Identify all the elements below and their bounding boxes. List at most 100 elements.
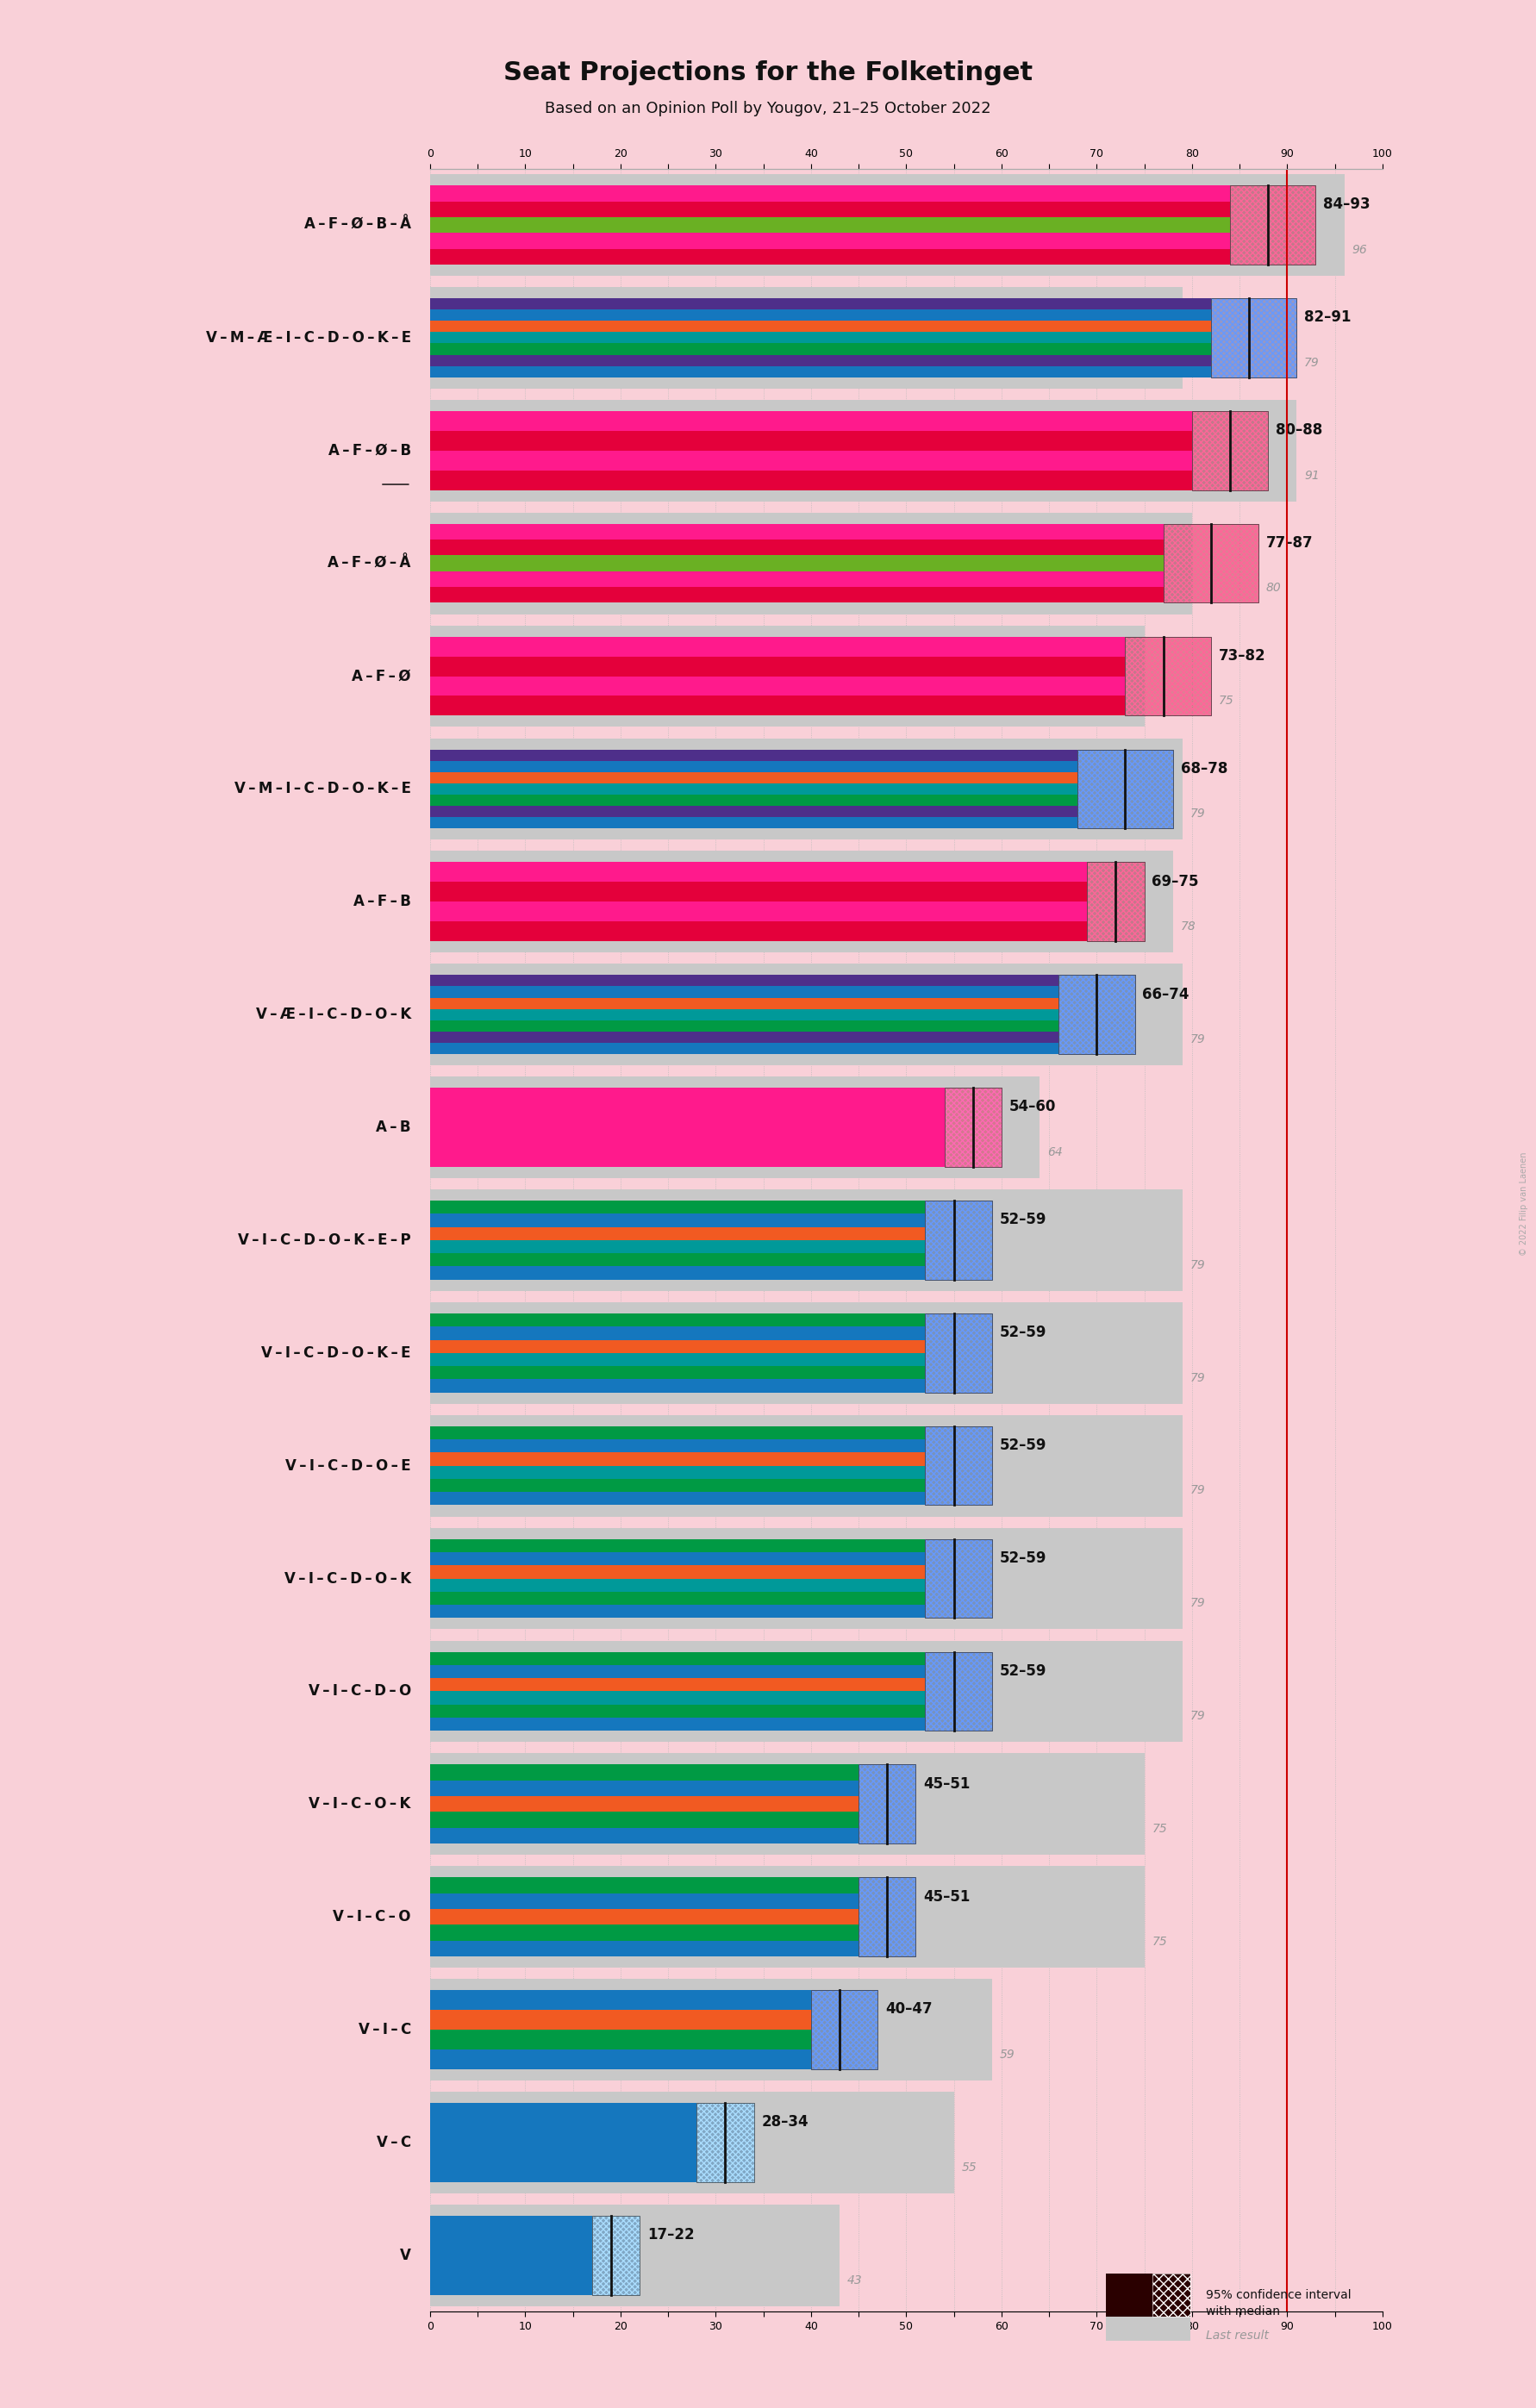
Bar	[430, 783, 1078, 795]
Text: 45–51: 45–51	[923, 1777, 971, 1792]
Bar	[925, 1652, 992, 1731]
Bar	[430, 696, 1126, 715]
Bar	[430, 332, 1210, 344]
Text: 78: 78	[1181, 920, 1197, 932]
Text: 55: 55	[962, 2162, 977, 2174]
Text: 68–78: 68–78	[1181, 761, 1227, 775]
Text: © 2022 Filip van Laenen: © 2022 Filip van Laenen	[1519, 1151, 1528, 1257]
Bar	[1058, 975, 1135, 1055]
Bar	[945, 1088, 1001, 1168]
Bar	[1230, 185, 1316, 265]
Bar	[430, 1252, 925, 1267]
Bar	[430, 1327, 925, 1339]
Bar	[430, 1312, 925, 1327]
Bar	[1087, 862, 1144, 942]
Bar	[430, 881, 1087, 901]
Bar	[430, 1493, 925, 1505]
Bar	[430, 1043, 1058, 1055]
Bar	[430, 1009, 1058, 1021]
Bar	[1192, 412, 1269, 491]
Bar	[430, 1796, 859, 1811]
Bar	[430, 850, 1174, 954]
Bar	[430, 2143, 697, 2182]
Bar	[1210, 299, 1296, 378]
Bar	[697, 2102, 754, 2182]
Bar	[430, 320, 1210, 332]
Bar	[430, 1452, 925, 1466]
Bar	[430, 1717, 925, 1731]
Bar	[430, 1765, 859, 1780]
Bar	[430, 795, 1078, 807]
Bar	[1230, 185, 1316, 265]
Bar	[430, 1479, 925, 1493]
Bar	[859, 1765, 915, 1845]
Text: 40–47: 40–47	[885, 2001, 932, 2018]
Text: V – I – C – D – O – K – E: V – I – C – D – O – K – E	[261, 1346, 412, 1361]
Bar	[1078, 749, 1174, 828]
Bar	[430, 588, 1163, 602]
Bar	[430, 366, 1210, 378]
Bar	[430, 217, 1230, 234]
Bar	[1058, 975, 1135, 1055]
Text: 79: 79	[1304, 356, 1319, 368]
Text: 79: 79	[1190, 1710, 1206, 1722]
Bar	[430, 2215, 591, 2295]
Bar	[430, 1979, 992, 2081]
Bar	[859, 1765, 915, 1845]
Bar	[925, 1426, 992, 1505]
Bar	[430, 173, 1344, 277]
Bar	[430, 1539, 925, 1553]
Text: 17–22: 17–22	[647, 2227, 694, 2242]
Bar	[430, 1303, 1183, 1404]
Bar	[430, 657, 1126, 677]
Bar	[430, 431, 1192, 450]
Bar	[430, 1753, 1144, 1854]
Bar	[430, 202, 1230, 217]
Text: A – F – B: A – F – B	[353, 893, 412, 910]
Bar	[430, 1580, 925, 1592]
Bar	[430, 1088, 945, 1127]
Bar	[925, 1539, 992, 1618]
Text: 45–51: 45–51	[923, 1888, 971, 1905]
Text: 28–34: 28–34	[762, 2114, 808, 2131]
Bar	[430, 1690, 925, 1705]
Bar	[430, 1267, 925, 1279]
Bar	[430, 1811, 859, 1828]
Bar	[430, 1893, 859, 1910]
Bar	[925, 1202, 992, 1279]
Bar	[430, 412, 1192, 431]
Bar	[430, 2011, 811, 2030]
Bar	[430, 1878, 859, 1893]
Bar	[430, 1828, 859, 1845]
Text: Based on an Opinion Poll by Yougov, 21–25 October 2022: Based on an Opinion Poll by Yougov, 21–2…	[545, 101, 991, 116]
Bar	[1230, 185, 1316, 265]
Bar	[591, 2215, 639, 2295]
Bar	[925, 1202, 992, 1279]
Bar	[430, 807, 1078, 816]
Text: with median: with median	[1206, 2304, 1279, 2319]
Bar	[430, 1416, 1183, 1517]
Text: 73–82: 73–82	[1218, 648, 1266, 665]
Bar	[430, 1866, 1144, 1967]
Bar	[1192, 412, 1269, 491]
Bar	[430, 556, 1163, 571]
Bar	[430, 1031, 1058, 1043]
Bar	[430, 1202, 925, 1214]
Bar	[430, 1780, 859, 1796]
Bar	[430, 1565, 925, 1580]
Bar	[430, 1527, 1183, 1630]
Text: 66–74: 66–74	[1143, 987, 1189, 1002]
Bar	[430, 354, 1210, 366]
Bar	[430, 1440, 925, 1452]
Bar	[430, 185, 1230, 202]
Bar	[430, 2093, 954, 2194]
Bar	[430, 626, 1144, 727]
Bar	[430, 1339, 925, 1353]
Text: V – C: V – C	[376, 2136, 412, 2150]
Bar	[1087, 862, 1144, 942]
Bar	[1087, 862, 1144, 942]
Text: 95% confidence interval: 95% confidence interval	[1206, 2288, 1352, 2302]
Text: 69–75: 69–75	[1152, 874, 1200, 889]
Text: 79: 79	[1190, 1033, 1206, 1045]
Bar	[430, 1214, 925, 1228]
